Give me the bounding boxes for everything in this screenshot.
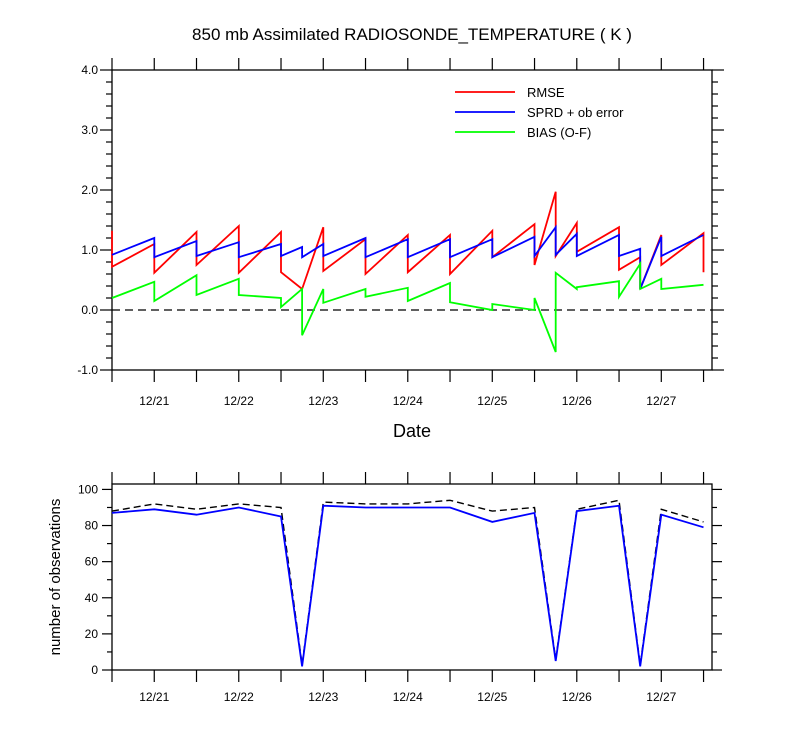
series-line-bias-o-f xyxy=(111,260,704,353)
x-tick-label: 12/24 xyxy=(393,394,423,408)
top-chart: 12/21 12/22 12/23 12/24 12/25 12/26 12/27 -1.0 0… xyxy=(77,58,724,408)
x-tick-label: 12/27 xyxy=(646,394,676,408)
y-tick-label: 80 xyxy=(85,519,99,533)
x-tick-label: 12/21 xyxy=(139,690,169,704)
x-tick-label: 12/22 xyxy=(224,690,254,704)
y-tick-label: 0 xyxy=(91,663,98,677)
y-tick-label: 0.0 xyxy=(81,303,98,317)
x-tick-label: 12/24 xyxy=(393,690,423,704)
y-tick-label: 3.0 xyxy=(81,123,98,137)
y-tick-label: 4.0 xyxy=(81,63,98,77)
y-tick-label: 2.0 xyxy=(81,183,98,197)
series-line-rmse xyxy=(111,191,705,291)
y-tick-label: 1.0 xyxy=(81,243,98,257)
plot-frame xyxy=(111,69,713,371)
legend-label-sprd-ob-error: SPRD + ob error xyxy=(527,105,624,120)
series-line-sprd-ob-error xyxy=(111,224,704,290)
bottom-chart: 12/21 12/22 12/23 12/24 12/25 12/26 12/27 0 20 40… xyxy=(78,472,722,704)
y-tick-label: 20 xyxy=(85,627,99,641)
x-tick-label: 12/26 xyxy=(562,690,592,704)
chart-title: 850 mb Assimilated RADIOSONDE_TEMPERATUR… xyxy=(192,25,632,44)
y-axis-label: number of observations xyxy=(47,499,64,656)
y-tick-label: 40 xyxy=(85,591,99,605)
x-tick-label: 12/25 xyxy=(477,690,507,704)
y-tick-label: -1.0 xyxy=(77,363,98,377)
x-tick-label: 12/23 xyxy=(308,394,338,408)
plot-frame xyxy=(111,483,713,671)
series-line-possible xyxy=(111,499,704,665)
x-tick-label: 12/25 xyxy=(477,394,507,408)
x-tick-label: 12/23 xyxy=(308,690,338,704)
legend-label-rmse: RMSE xyxy=(527,85,565,100)
x-tick-label: 12/21 xyxy=(139,394,169,408)
series-line-used xyxy=(111,504,704,667)
x-axis-label: Date xyxy=(393,421,431,441)
x-tick-label: 12/27 xyxy=(646,690,676,704)
x-tick-label: 12/26 xyxy=(562,394,592,408)
legend-label-bias-o-f: BIAS (O-F) xyxy=(527,125,591,140)
x-tick-label: 12/22 xyxy=(224,394,254,408)
y-tick-label: 100 xyxy=(78,482,98,496)
y-tick-label: 60 xyxy=(85,555,99,569)
